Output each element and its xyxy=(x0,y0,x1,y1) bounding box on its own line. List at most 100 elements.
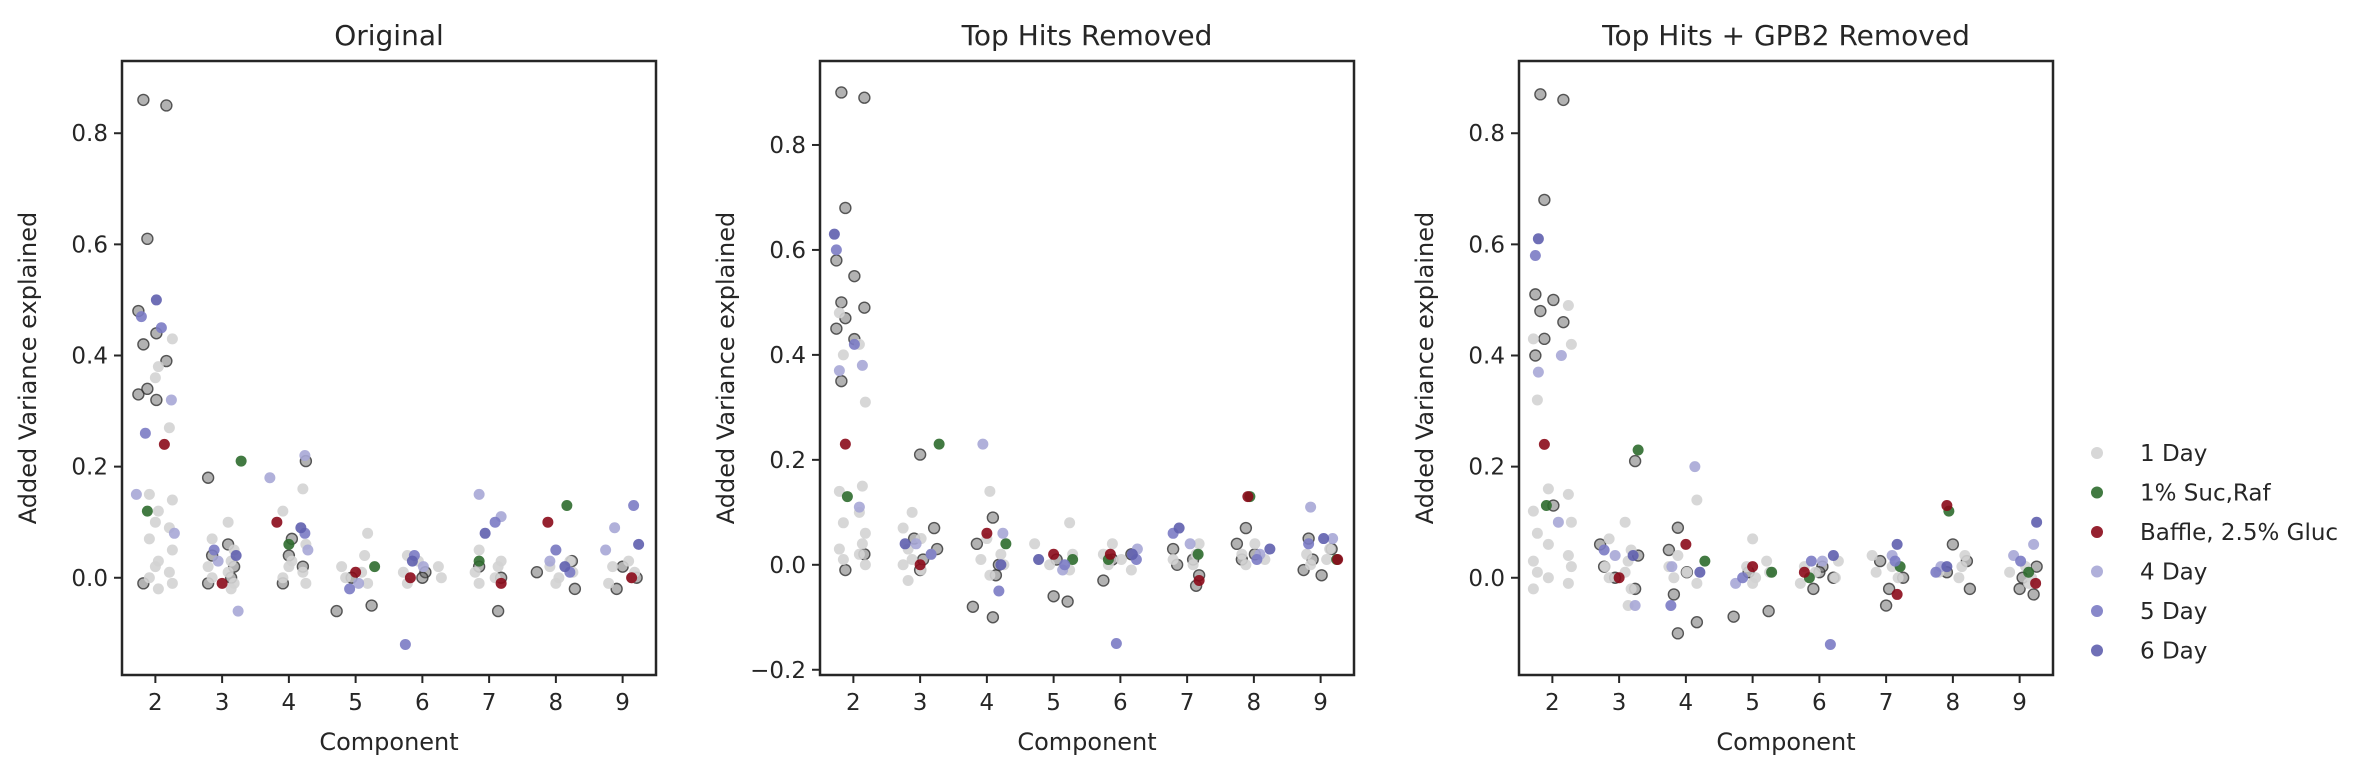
data-point-unlabeled xyxy=(1762,604,1775,618)
data-point-1-suc-raf xyxy=(1540,500,1552,512)
data-point-baffle-2-5-gluc xyxy=(1613,572,1625,584)
data-point-1-day xyxy=(143,572,155,584)
data-point-1-day xyxy=(1956,561,1968,573)
data-point-unlabeled xyxy=(1873,554,1887,568)
data-point-6-day xyxy=(828,228,840,240)
data-point-1-day xyxy=(143,533,155,545)
data-point-1-day xyxy=(1892,572,1904,584)
data-point-4-day xyxy=(264,472,276,484)
data-point-1-day xyxy=(206,572,218,584)
y-tick-label: 0.4 xyxy=(1468,343,1505,369)
y-tick-label: 0.8 xyxy=(1468,121,1505,147)
y-tick-label: 0.6 xyxy=(71,232,108,258)
data-point-5-day xyxy=(1303,538,1315,550)
data-point-4-day xyxy=(1532,366,1544,378)
data-point-1-day xyxy=(149,372,161,384)
data-point-1-day xyxy=(1029,538,1041,550)
data-point-1-day xyxy=(906,554,918,566)
data-point-6-day xyxy=(1318,533,1330,545)
legend: 1 Day 1% Suc,Raf Baffle, 2.5% Gluc 4 Day 5 D… xyxy=(2091,441,2338,665)
data-point-6-day xyxy=(479,527,491,539)
data-point-unlabeled xyxy=(835,86,848,99)
data-point-baffle-2-5-gluc xyxy=(1747,561,1759,573)
data-point-1-day xyxy=(984,569,996,581)
data-point-6-day xyxy=(1694,566,1706,578)
x-tick-label: 2 xyxy=(1545,690,1560,716)
data-point-1-day xyxy=(1187,559,1199,571)
data-point-1-day xyxy=(277,572,289,584)
chart-title: Top Hits Removed xyxy=(961,19,1213,52)
data-point-baffle-2-5-gluc xyxy=(981,527,993,539)
x-axis-label: Component xyxy=(319,728,458,756)
data-point-1-day xyxy=(469,566,481,578)
data-point-1-suc-raf xyxy=(1192,548,1204,560)
legend-label: 4 Day xyxy=(2140,560,2207,586)
data-point-1-day xyxy=(1761,555,1773,567)
data-point-6-day xyxy=(995,559,1007,571)
data-point-1-day xyxy=(1959,550,1971,562)
data-point-4-day xyxy=(473,488,485,500)
chart-panel-3: Top Hits + GPB2 Removed 0.0 0.2 0.4 0.6 0.8 2 3… xyxy=(1411,19,2055,756)
data-point-unlabeled xyxy=(1879,599,1893,612)
data-point-1-day xyxy=(833,485,845,497)
data-point-1-day xyxy=(1249,538,1261,550)
x-tick-label: 3 xyxy=(215,690,230,716)
data-point-1-day xyxy=(1565,561,1577,573)
data-point-unlabeled xyxy=(839,201,852,215)
data-point-1-day xyxy=(277,505,289,517)
data-point-4-day xyxy=(1666,561,1678,573)
data-point-6-day xyxy=(1173,522,1185,534)
data-point-unlabeled xyxy=(927,521,941,535)
data-point-unlabeled xyxy=(137,338,150,351)
data-point-unlabeled xyxy=(416,571,429,584)
x-tick-label: 5 xyxy=(348,690,363,716)
data-point-1-day xyxy=(149,516,161,528)
data-point-unlabeled xyxy=(141,232,154,246)
data-point-1-day xyxy=(897,522,909,534)
x-tick-label: 5 xyxy=(1046,690,1061,716)
data-point-1-day xyxy=(1236,548,1248,560)
data-point-baffle-2-5-gluc xyxy=(1680,538,1692,550)
data-point-1-day xyxy=(1953,572,1965,584)
y-tick-label: 0.4 xyxy=(769,343,806,369)
legend-label: Baffle, 2.5% Gluc xyxy=(2140,520,2338,546)
data-point-6-day xyxy=(1827,550,1839,562)
data-point-1-day xyxy=(1603,572,1615,584)
data-point-5-day xyxy=(1889,555,1901,567)
x-tick-label: 4 xyxy=(282,690,297,716)
data-point-1-day xyxy=(1542,483,1554,495)
data-point-unlabeled xyxy=(835,296,848,309)
data-point-1-day xyxy=(1064,517,1076,529)
data-point-1-day xyxy=(906,506,918,518)
data-point-unlabeled xyxy=(1557,93,1570,107)
data-point-1-day xyxy=(163,566,175,578)
data-point-1-day xyxy=(1562,577,1574,589)
data-point-4-day xyxy=(600,544,612,556)
data-point-baffle-2-5-gluc xyxy=(1104,548,1116,560)
data-point-5-day xyxy=(1737,572,1749,584)
x-tick-label: 9 xyxy=(1313,690,1328,716)
data-point-unlabeled xyxy=(1529,288,1542,301)
data-point-4-day xyxy=(1184,538,1196,550)
data-point-5-day xyxy=(2015,555,2027,567)
data-point-baffle-2-5-gluc xyxy=(1332,554,1344,566)
data-point-1-suc-raf xyxy=(1067,554,1079,566)
data-point-1-day xyxy=(1106,538,1118,550)
data-point-1-day xyxy=(1747,533,1759,545)
data-point-1-day xyxy=(859,559,871,571)
data-point-1-day xyxy=(607,561,619,573)
x-tick-label: 6 xyxy=(1812,690,1827,716)
x-tick-label: 8 xyxy=(1946,690,1961,716)
legend-label: 1% Suc,Raf xyxy=(2140,481,2272,507)
data-point-1-day xyxy=(1527,583,1539,595)
data-point-1-day xyxy=(1531,566,1543,578)
data-point-unlabeled xyxy=(848,269,861,283)
data-point-1-day xyxy=(897,559,909,571)
legend-marker xyxy=(2091,565,2103,578)
data-point-1-day xyxy=(1531,394,1543,406)
data-point-unlabeled xyxy=(160,354,173,368)
data-point-1-day xyxy=(833,307,845,319)
data-point-1-day xyxy=(492,561,504,573)
chart-title: Top Hits + GPB2 Removed xyxy=(1601,19,1970,52)
